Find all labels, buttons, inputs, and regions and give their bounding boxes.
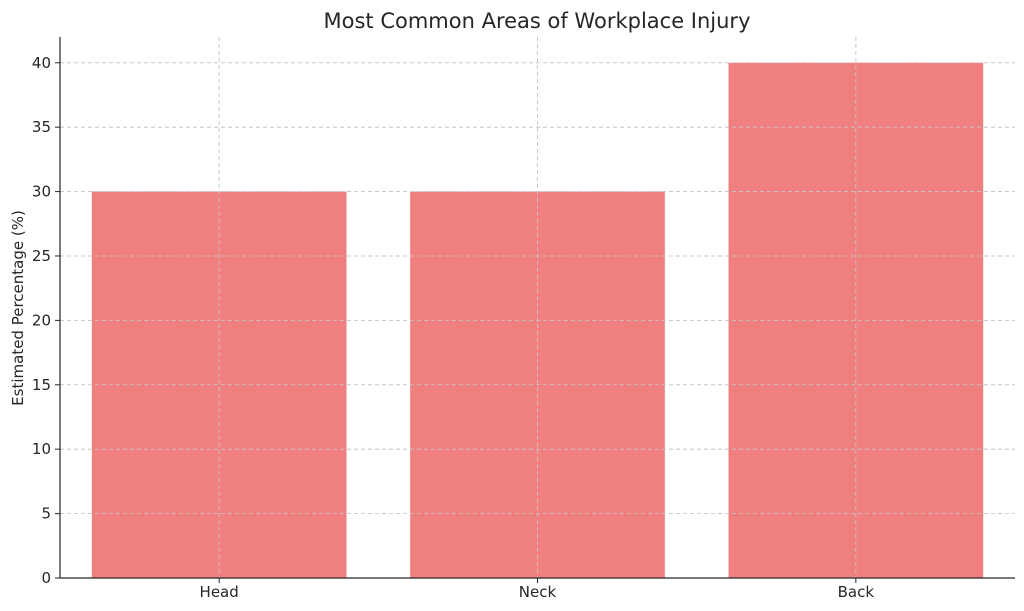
y-axis-label: Estimated Percentage (%) [9, 210, 27, 406]
y-tick-label: 15 [32, 376, 51, 394]
bars [60, 37, 1015, 579]
x-tick-label: Neck [519, 583, 557, 601]
y-tick-label: 35 [32, 118, 51, 136]
y-ticks: 0 5 10 15 20 25 30 35 40 [32, 54, 60, 587]
y-tick-label: 10 [32, 440, 51, 458]
y-tick-label: 0 [41, 569, 51, 587]
y-tick-label: 25 [32, 247, 51, 265]
y-tick-label: 30 [32, 183, 51, 201]
y-tick-label: 40 [32, 54, 51, 72]
y-tick-label: 20 [32, 311, 51, 329]
chart-title: Most Common Areas of Workplace Injury [324, 9, 751, 33]
x-tick-label: Head [200, 583, 239, 601]
x-tick-label: Back [838, 583, 875, 601]
x-ticks: Head Neck Back [200, 578, 875, 601]
y-tick-label: 5 [41, 505, 51, 523]
